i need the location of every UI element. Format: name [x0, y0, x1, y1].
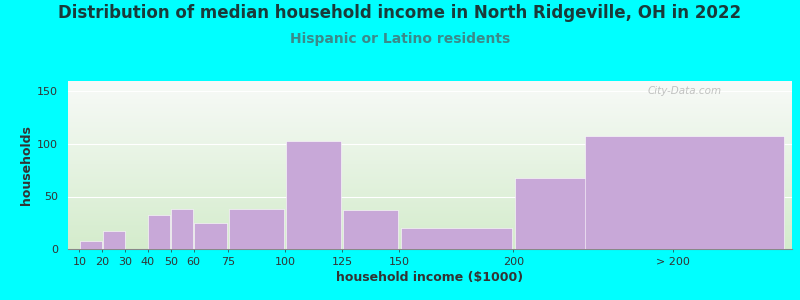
Text: City-Data.com: City-Data.com [647, 86, 722, 96]
Bar [286, 141, 342, 249]
Text: Hispanic or Latino residents: Hispanic or Latino residents [290, 32, 510, 46]
Bar [102, 231, 125, 249]
Bar [148, 215, 170, 249]
Bar [585, 136, 784, 249]
Bar [229, 209, 284, 249]
Bar [80, 241, 102, 249]
Bar [343, 210, 398, 249]
X-axis label: household income ($1000): household income ($1000) [337, 271, 523, 284]
Y-axis label: households: households [20, 125, 33, 205]
Bar [171, 209, 194, 249]
Bar [194, 223, 227, 249]
Bar [401, 228, 512, 249]
Bar [515, 178, 626, 249]
Text: Distribution of median household income in North Ridgeville, OH in 2022: Distribution of median household income … [58, 4, 742, 22]
